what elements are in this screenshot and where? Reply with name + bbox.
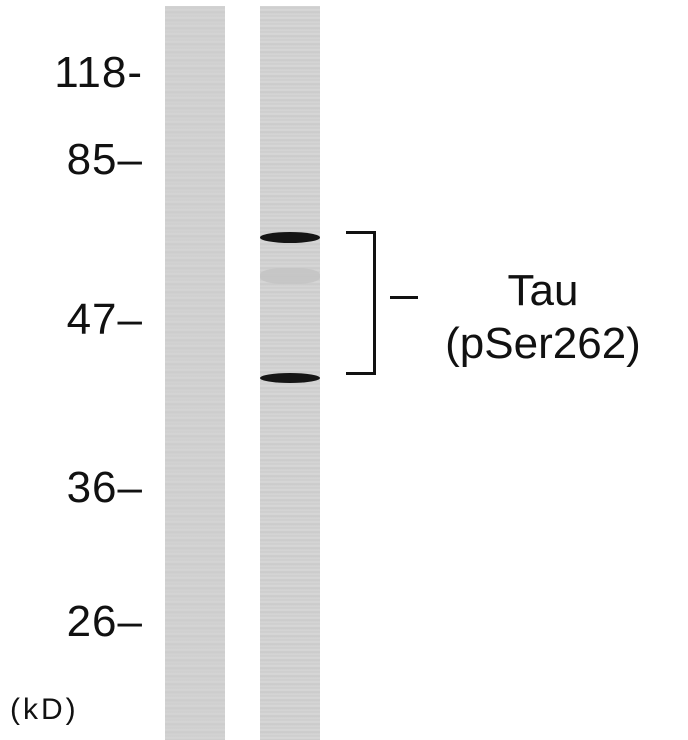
band-bracket: [346, 231, 376, 375]
blot-lane-1: [165, 6, 225, 740]
blot-lane-2: [260, 6, 320, 740]
faint-band: [260, 268, 320, 284]
unit-label: (kD): [10, 693, 79, 726]
protein-label: Tau (pSer262): [402, 265, 684, 371]
protein-modification: (pSer262): [445, 318, 641, 368]
marker-118: 118-: [54, 48, 143, 97]
marker-36: 36–: [66, 463, 143, 512]
lower-band: [260, 373, 320, 383]
marker-85: 85–: [66, 135, 143, 184]
bracket-tick: [390, 296, 418, 299]
upper-band: [260, 232, 320, 243]
marker-47: 47–: [66, 295, 143, 344]
marker-26: 26–: [66, 597, 143, 646]
protein-name: Tau: [507, 266, 579, 315]
